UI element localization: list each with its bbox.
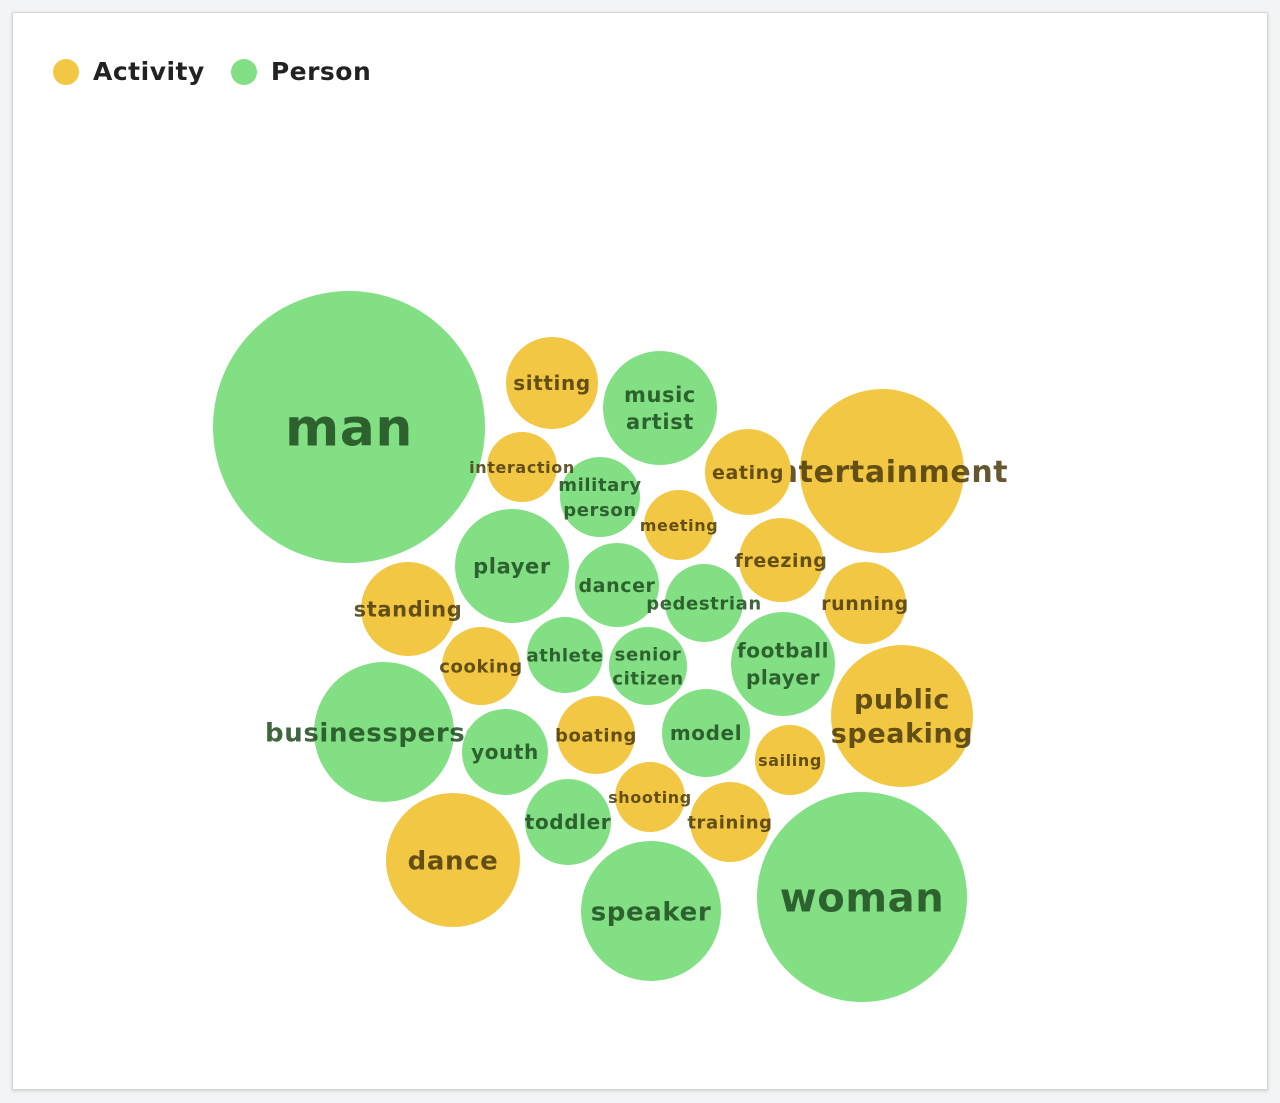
bubble-label-dancer: dancer [578,575,655,597]
bubble-training[interactable] [690,782,770,862]
bubble-label-meeting: meeting [640,516,719,535]
bubble-label-standing: standing [354,598,463,622]
bubble-label-cooking: cooking [439,656,522,677]
bubble-toddler[interactable] [525,779,611,865]
activity-color-dot-icon [53,58,79,85]
bubble-pedestrian[interactable] [665,564,743,642]
bubble-label-businessperson: businessperson [265,718,503,748]
bubble-label-freezing: freezing [735,550,828,572]
bubble-eating[interactable] [705,429,791,515]
bubble-standing[interactable] [361,562,455,656]
bubble-shooting[interactable] [615,762,685,832]
bubble-freezing[interactable] [739,518,823,602]
bubble-label-speaker: speaker [591,897,712,927]
legend-item-activity[interactable]: Activity [53,57,205,86]
bubble-sitting[interactable] [506,337,598,429]
legend-item-person[interactable]: Person [230,57,372,86]
bubble-label-entertainment: entertainment [756,455,1009,490]
bubble-label-toddler: toddler [525,810,611,834]
bubble-label-woman: woman [780,875,945,921]
bubble-senior-citizen[interactable] [609,627,687,705]
bubble-label-military-person: military person [558,475,641,521]
bubble-label-football-player: football player [737,639,829,690]
bubble-label-sailing: sailing [758,751,822,770]
bubble-label-shooting: shooting [608,788,692,807]
bubble-label-model: model [670,721,742,745]
bubble-speaker[interactable] [581,841,721,981]
bubble-player[interactable] [455,509,569,623]
bubble-label-running: running [821,593,909,615]
bubble-label-senior-citizen: senior citizen [612,644,683,689]
bubble-label-dance: dance [408,846,499,876]
legend-label-person: Person [270,57,372,86]
bubble-label-training: training [687,812,772,833]
legend-label-activity: Activity [93,57,205,86]
bubble-label-eating: eating [712,462,784,484]
bubble-woman[interactable] [757,792,967,1002]
bubble-dancer[interactable] [575,543,659,627]
bubble-public-speaking[interactable] [831,645,973,787]
bubble-label-man: man [285,399,413,459]
bubble-man[interactable] [213,291,485,563]
bubble-businessperson[interactable] [314,662,454,802]
bubble-running[interactable] [824,562,906,644]
bubble-music-artist[interactable] [603,351,717,465]
bubble-military-person[interactable] [560,457,640,537]
legend: Activity Person [53,57,397,86]
bubble-label-pedestrian: pedestrian [646,593,762,614]
bubble-model[interactable] [662,689,750,777]
bubble-cooking[interactable] [442,627,520,705]
person-color-dot-icon [230,58,257,85]
bubble-label-music-artist: music artist [624,383,696,434]
bubble-label-athlete: athlete [527,645,604,666]
bubble-label-interaction: interaction [469,458,575,477]
bubble-boating[interactable] [557,696,635,774]
bubble-football-player[interactable] [731,612,835,716]
bubble-label-sitting: sitting [513,371,591,395]
bubble-dance[interactable] [386,793,520,927]
bubble-interaction[interactable] [487,432,557,502]
bubble-athlete[interactable] [527,617,603,693]
bubble-label-youth: youth [471,740,539,764]
bubble-label-public-speaking: public speaking [831,685,974,750]
bubble-label-player: player [473,555,551,579]
bubble-youth[interactable] [462,709,548,795]
bubble-entertainment[interactable] [800,389,964,553]
bubble-label-boating: boating [555,725,637,746]
bubble-sailing[interactable] [755,725,825,795]
bubble-meeting[interactable] [644,490,714,560]
